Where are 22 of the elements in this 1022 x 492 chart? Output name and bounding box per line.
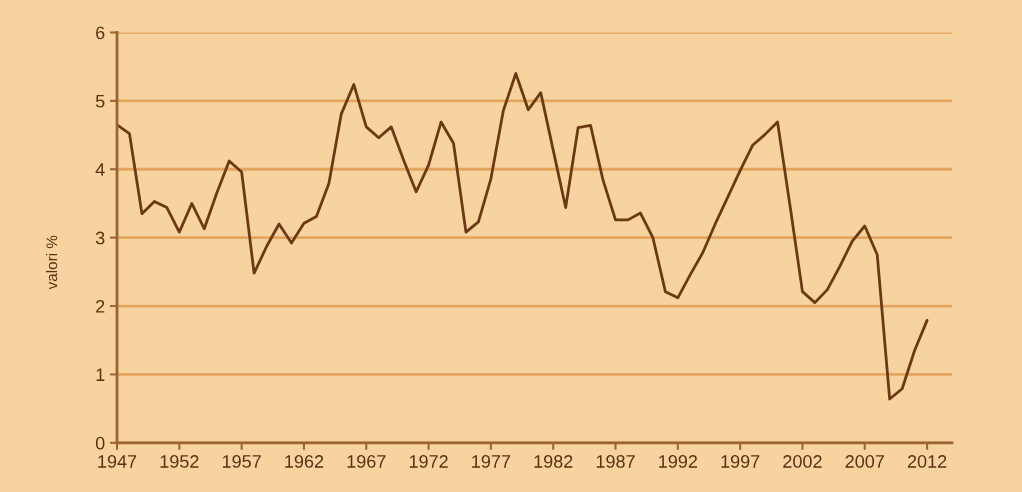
x-tick-label: 1997: [721, 455, 760, 468]
x-tick-label: 1992: [659, 455, 697, 468]
y-tick-label: 3: [95, 231, 105, 245]
x-tick-label: 1952: [160, 455, 199, 468]
y-tick-label: 1: [96, 368, 105, 381]
x-tick-label: 1967: [347, 455, 386, 468]
x-tick-label: 1947: [98, 455, 137, 468]
x-tick-label: 1957: [222, 455, 261, 468]
x-tick-label: 1982: [534, 455, 573, 468]
y-axis-title: valori %: [46, 235, 58, 290]
x-tick-label: 1987: [596, 455, 635, 468]
y-tick-label: 0: [95, 436, 105, 450]
y-tick-label: 6: [96, 26, 105, 40]
x-tick-label: 1977: [472, 455, 511, 468]
x-tick-label: 1962: [285, 455, 324, 468]
y-tick-label: 2: [96, 299, 105, 313]
x-tick-label: 1972: [409, 455, 448, 468]
x-tick-label: 2002: [783, 455, 822, 468]
x-tick-label: 2012: [907, 455, 947, 468]
x-tick-label: 2007: [845, 455, 884, 468]
y-tick-label: 4: [95, 163, 105, 176]
y-tick-label: 5: [95, 94, 105, 108]
